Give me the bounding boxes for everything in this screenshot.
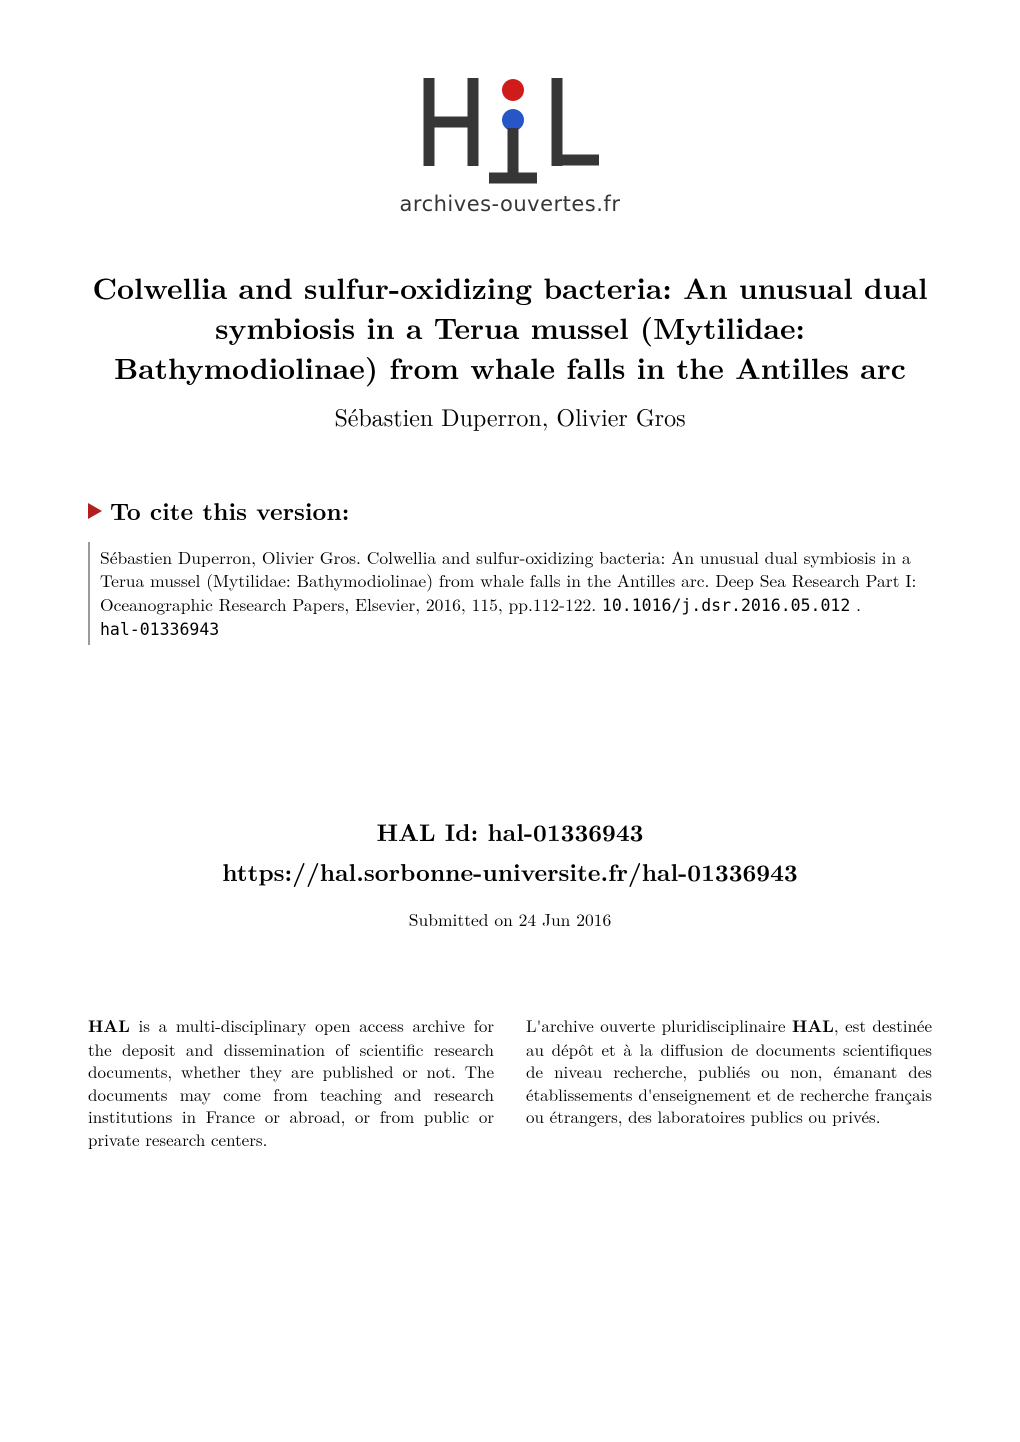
- cite-heading-text: To cite this version:: [110, 494, 349, 528]
- title-line-1: Colwellia and sulfur-oxidizing bacteria:…: [92, 266, 927, 308]
- description-en: HAL is a multi-disciplinary open access …: [88, 1014, 494, 1150]
- cite-block: To cite this version: Sébastien Duperron…: [88, 493, 932, 646]
- title-line-2: symbiosis in a Terua mussel (Mytilidae:: [215, 306, 805, 348]
- logo-caption: archives-ouvertes.fr: [88, 192, 932, 216]
- hal-logo: [415, 70, 605, 186]
- cite-hal-id: hal-01336943: [100, 620, 219, 639]
- title-line-3: Bathymodiolinae) from whale falls in the…: [114, 346, 906, 388]
- desc-fr-pre: L'archive ouverte pluridisciplinaire: [526, 1013, 792, 1037]
- authors: Sébastien Duperron, Olivier Gros: [88, 401, 932, 432]
- cite-body: Sébastien Duperron, Olivier Gros. Colwel…: [88, 542, 932, 646]
- hal-url[interactable]: https://hal.sorbonne-universite.fr/hal-0…: [88, 855, 932, 889]
- description-columns: HAL is a multi-disciplinary open access …: [88, 1014, 932, 1150]
- submitted-line: Submitted on 24 Jun 2016: [88, 907, 932, 932]
- desc-en-rest: is a multi-disciplinary open access arch…: [88, 1013, 494, 1150]
- cite-period: .: [850, 592, 861, 617]
- hal-id-line: HAL Id: hal-01336943: [88, 815, 932, 849]
- hal-bold-en: HAL: [88, 1014, 130, 1038]
- hal-id-block: HAL Id: hal-01336943 https://hal.sorbonn…: [88, 815, 932, 889]
- cite-doi: 10.1016/j.dsr.2016.05.012: [602, 596, 850, 615]
- cite-heading: To cite this version:: [88, 493, 932, 528]
- paper-title: Colwellia and sulfur-oxidizing bacteria:…: [88, 268, 932, 387]
- hal-bold-fr: HAL: [792, 1014, 834, 1038]
- hal-id-label: HAL Id:: [377, 815, 488, 849]
- triangle-icon: [88, 493, 102, 527]
- hal-cover-page: archives-ouvertes.fr Colwellia and sulfu…: [0, 0, 1020, 1442]
- hal-logo-block: archives-ouvertes.fr: [88, 70, 932, 216]
- description-fr: L'archive ouverte pluridisciplinaire HAL…: [526, 1014, 932, 1150]
- hal-id-value: hal-01336943: [487, 815, 643, 849]
- title-block: Colwellia and sulfur-oxidizing bacteria:…: [88, 268, 932, 433]
